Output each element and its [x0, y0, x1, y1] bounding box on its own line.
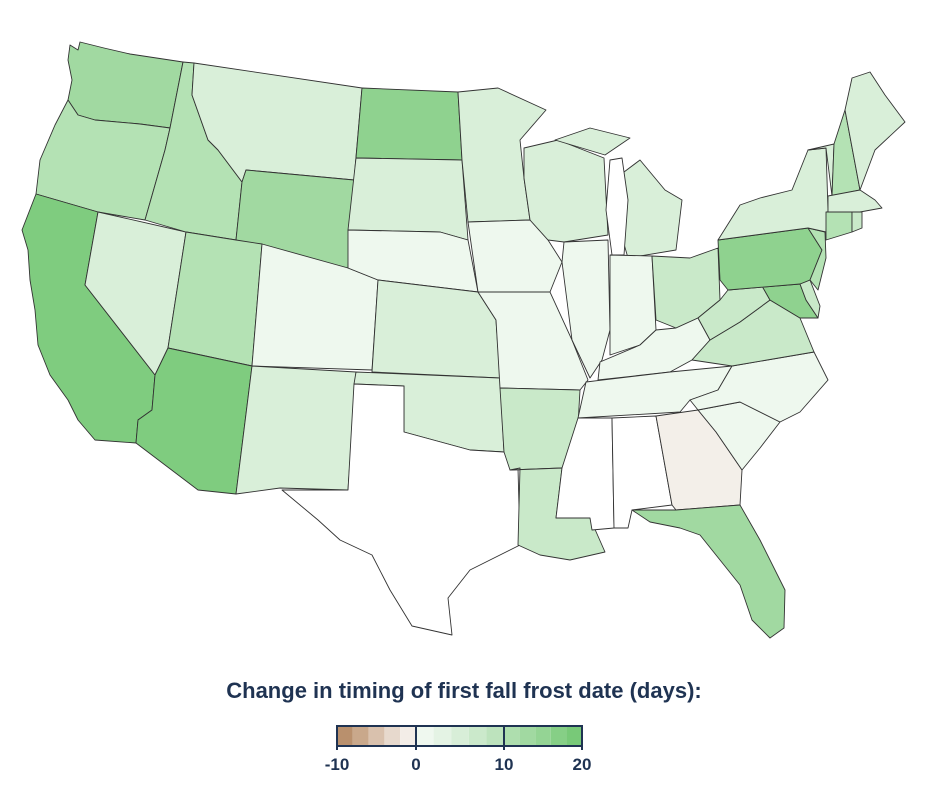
color-scale-legend: -10 0 10 20	[325, 725, 592, 774]
legend-label-10: 10	[495, 755, 514, 774]
legend-bin-14	[566, 726, 582, 746]
state-illinois	[561, 239, 611, 379]
legend-bin-8	[468, 726, 487, 746]
state-rhode-island	[851, 211, 863, 233]
legend-bin-10	[504, 726, 520, 746]
state-south-dakota	[347, 157, 469, 241]
state-connecticut	[825, 211, 853, 241]
state-new-york	[717, 147, 829, 241]
legend-bin-2	[368, 726, 385, 746]
state-north-carolina	[689, 351, 829, 423]
legend-bin-6	[433, 726, 452, 746]
legend-bin-1	[352, 726, 369, 746]
legend-bin-7	[451, 726, 469, 746]
legend-bin-9	[486, 726, 504, 746]
legend-bin-11	[519, 726, 536, 746]
legend-bin-5	[416, 726, 434, 746]
state-florida	[631, 504, 786, 639]
lake-michigan	[605, 157, 629, 256]
state-wisconsin	[523, 139, 609, 243]
us-states-map	[21, 41, 906, 639]
legend-bin-13	[550, 726, 567, 746]
legend-label-minus10: -10	[325, 755, 350, 774]
state-missouri	[477, 291, 589, 391]
legend-bin-4	[400, 726, 416, 746]
state-washington	[67, 41, 184, 129]
legend-title: Change in timing of first fall frost dat…	[226, 678, 702, 703]
legend-bin-0	[337, 726, 353, 746]
state-texas	[281, 383, 521, 636]
state-maine	[844, 71, 906, 191]
legend-color-bins	[337, 726, 582, 746]
legend-label-20: 20	[573, 755, 592, 774]
state-new-mexico	[235, 365, 357, 495]
legend-bin-3	[384, 726, 401, 746]
legend-ticks	[336, 726, 583, 750]
legend-bin-12	[535, 726, 551, 746]
legend-label-0: 0	[411, 755, 420, 774]
state-north-dakota	[355, 87, 463, 161]
